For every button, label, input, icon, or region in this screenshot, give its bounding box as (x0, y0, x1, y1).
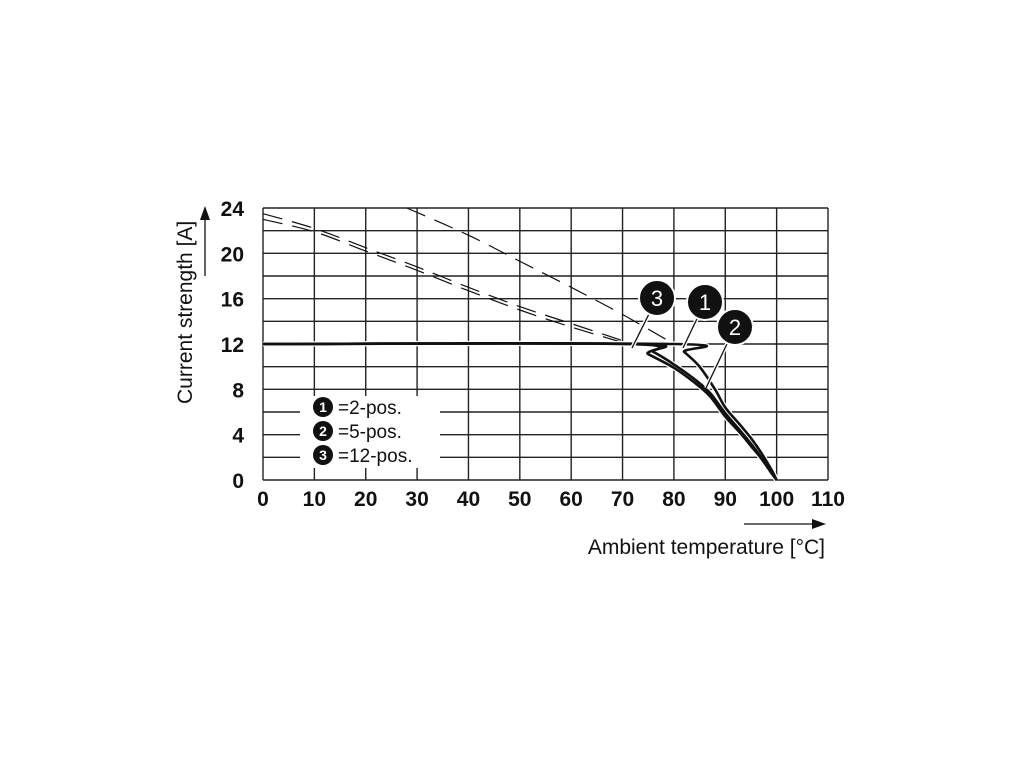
x-tick-label: 30 (405, 488, 428, 511)
x-tick-label: 80 (662, 488, 685, 511)
series-line-3 (262, 341, 778, 481)
x-tick-label: 40 (457, 488, 480, 511)
x-tick-label: 0 (257, 488, 269, 511)
callouts: 12 3 (630, 279, 754, 389)
dashed-extension-1 (406, 207, 675, 345)
legend-marker-1 (313, 397, 333, 417)
x-tick-label: 110 (811, 488, 845, 511)
callout-bubble-1 (686, 283, 724, 321)
y-tick-label: 0 (232, 470, 244, 493)
callout-number: 1 (699, 290, 711, 315)
legend-label: =12-pos. (338, 446, 412, 467)
y-tick-label: 8 (232, 379, 244, 402)
x-tick-label: 20 (354, 488, 377, 511)
callout-number: 3 (651, 286, 663, 311)
y-tick-label: 16 (221, 289, 244, 312)
legend-label: =2-pos. (338, 398, 402, 419)
x-tick-label: 50 (508, 488, 531, 511)
legend: 1 =2-pos. 2 =5-pos. 3 =12-pos. (300, 396, 440, 468)
callout-number: 2 (729, 315, 741, 340)
y-axis-arrowhead (200, 206, 210, 220)
x-tick-label: 10 (303, 488, 326, 511)
legend-marker-number: 1 (319, 399, 327, 415)
y-tick-label: 12 (221, 334, 244, 357)
legend-marker-number: 2 (319, 423, 327, 439)
legend-marker-3 (313, 445, 333, 465)
y-tick-label: 20 (221, 243, 244, 266)
legend-marker-number: 3 (319, 447, 327, 463)
y-axis-label: Current strength [A] (174, 221, 197, 404)
x-tick-label: 60 (560, 488, 583, 511)
x-tick-label: 100 (759, 488, 794, 511)
x-tick-label: 90 (714, 488, 737, 511)
x-axis-label: Ambient temperature [°C] (588, 536, 825, 559)
legend-marker-2 (313, 421, 333, 441)
dashed-extensions (262, 207, 675, 345)
y-tick-label: 24 (221, 198, 245, 221)
x-axis-arrowhead (812, 519, 826, 529)
dashed-extension-2 (262, 213, 634, 345)
dashed-extension-3 (262, 218, 628, 345)
callout-bubble-2 (716, 308, 754, 346)
callout-bubble-3 (638, 279, 676, 317)
y-tick-label: 4 (232, 425, 244, 448)
legend-label: =5-pos. (338, 422, 402, 443)
x-tick-label: 70 (611, 488, 634, 511)
